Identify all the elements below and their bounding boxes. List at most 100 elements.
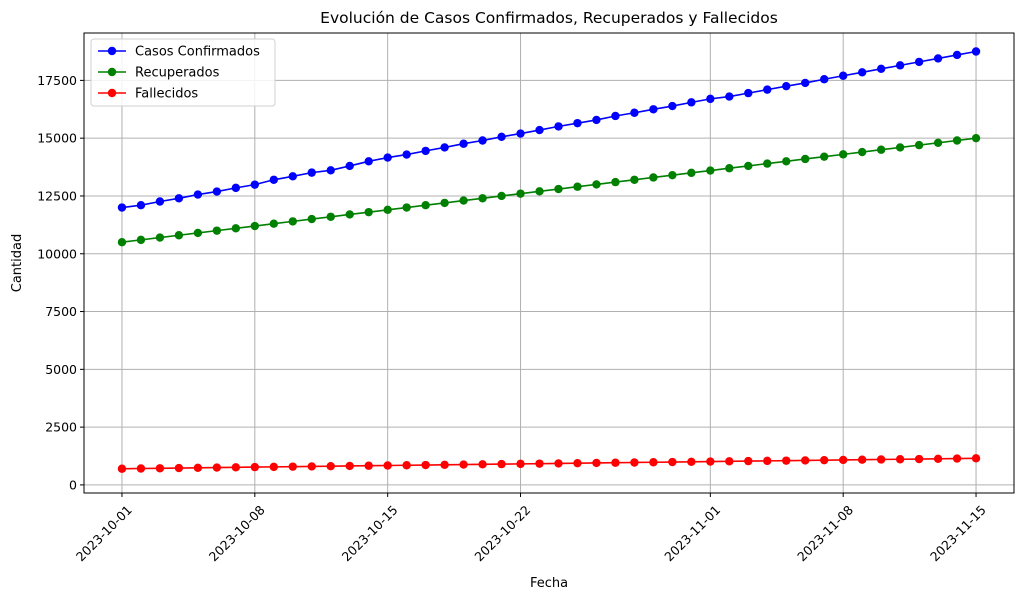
legend: Casos Confirmados Recuperados Fallecidos <box>90 38 276 107</box>
data-point <box>895 143 905 152</box>
data-point <box>933 138 943 147</box>
data-point <box>971 133 981 143</box>
plot-area-frame <box>83 32 1015 494</box>
data-point <box>687 457 696 466</box>
data-point <box>895 455 905 464</box>
data-point <box>535 187 544 196</box>
legend-item: Recuperados <box>98 66 220 81</box>
data-point <box>155 197 165 206</box>
data-point <box>876 145 886 154</box>
data-point <box>611 111 620 121</box>
data-point <box>933 54 943 63</box>
data-point <box>876 64 886 74</box>
data-point <box>174 194 184 203</box>
data-point <box>649 173 658 182</box>
legend-marker <box>107 46 117 56</box>
data-point <box>763 159 772 168</box>
data-point <box>307 214 316 224</box>
data-point <box>706 457 715 466</box>
data-point <box>554 122 563 131</box>
y-tick-label: 15000 <box>37 131 77 146</box>
data-point <box>971 454 981 463</box>
data-point <box>630 175 639 184</box>
data-point <box>383 205 392 215</box>
data-point <box>971 47 981 56</box>
data-point <box>516 189 525 198</box>
data-point <box>440 460 449 469</box>
data-point <box>801 78 810 88</box>
data-point <box>611 177 620 187</box>
data-point <box>763 85 772 94</box>
data-point <box>763 456 772 466</box>
data-point <box>459 460 468 469</box>
data-point <box>820 75 829 84</box>
legend-frame <box>90 38 276 107</box>
data-point <box>326 212 335 221</box>
data-point <box>592 180 601 189</box>
x-tick-label: 2023-10-08 <box>206 502 268 564</box>
data-point <box>250 462 260 472</box>
series-1 <box>117 133 981 247</box>
data-point <box>516 129 525 138</box>
data-point <box>383 461 392 470</box>
data-point <box>630 108 639 117</box>
data-point <box>838 455 848 465</box>
data-point <box>250 221 260 231</box>
data-point <box>914 140 924 150</box>
x-tick-label: 2023-10-22 <box>471 502 533 564</box>
data-point <box>857 455 867 464</box>
data-point <box>876 455 886 464</box>
legend-item: Fallecidos <box>98 87 198 102</box>
data-point <box>687 168 696 178</box>
data-point <box>668 457 677 467</box>
data-point <box>573 182 582 191</box>
data-point <box>136 201 146 210</box>
data-point <box>212 226 222 235</box>
data-point <box>933 454 943 463</box>
data-point <box>744 161 753 171</box>
series-0 <box>117 47 981 212</box>
data-point <box>857 68 867 77</box>
data-point <box>516 459 525 469</box>
data-point <box>136 464 146 473</box>
data-point <box>782 456 791 465</box>
data-point <box>535 125 544 135</box>
data-point <box>288 217 297 226</box>
data-point <box>364 157 373 166</box>
data-point <box>345 210 354 219</box>
data-point <box>212 463 222 472</box>
data-point <box>345 161 354 171</box>
data-point <box>478 136 487 145</box>
data-point <box>554 184 563 194</box>
data-point <box>402 461 411 470</box>
data-point <box>117 203 127 212</box>
data-point <box>706 166 715 175</box>
data-point <box>421 201 430 210</box>
data-point <box>554 459 563 468</box>
data-point <box>402 203 411 212</box>
y-tick-label: 17500 <box>37 73 77 88</box>
data-point <box>326 461 335 471</box>
data-point <box>914 454 924 464</box>
data-point <box>212 187 222 196</box>
data-point <box>193 228 203 238</box>
data-point <box>478 460 487 469</box>
data-point <box>744 456 753 466</box>
data-point <box>364 461 373 470</box>
data-point <box>174 463 184 473</box>
x-tick-label: 2023-11-08 <box>794 502 856 564</box>
data-point <box>421 146 430 156</box>
data-point <box>421 460 430 470</box>
y-tick-label: 2500 <box>45 420 77 435</box>
data-point <box>668 170 677 180</box>
x-tick-label: 2023-11-15 <box>927 502 989 564</box>
data-point <box>838 150 848 159</box>
series-line <box>121 50 977 209</box>
data-point <box>725 164 734 173</box>
data-point <box>952 136 962 145</box>
data-point <box>288 172 297 181</box>
data-point <box>838 71 848 80</box>
data-point <box>725 457 734 466</box>
data-point <box>193 463 203 472</box>
data-point <box>155 233 165 242</box>
